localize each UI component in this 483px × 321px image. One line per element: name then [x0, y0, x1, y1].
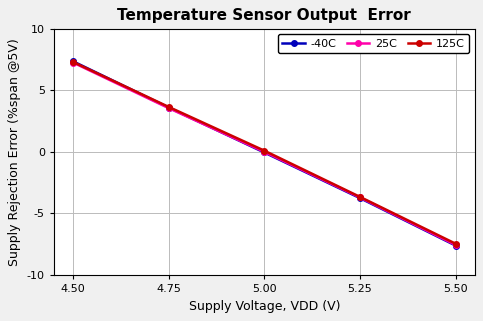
125C [261, 149, 267, 152]
Legend: -40C, 25C, 125C: -40C, 25C, 125C [278, 34, 469, 53]
125C [166, 105, 171, 109]
25C [166, 106, 171, 110]
25C [357, 195, 363, 199]
25C [70, 61, 76, 65]
Line: -40C: -40C [70, 58, 458, 248]
125C [357, 195, 363, 199]
Line: 125C: 125C [70, 59, 458, 247]
25C [261, 150, 267, 154]
X-axis label: Supply Voltage, VDD (V): Supply Voltage, VDD (V) [188, 300, 340, 313]
-40C [70, 59, 76, 63]
-40C [166, 106, 171, 109]
Y-axis label: Supply Rejection Error (%span @5V): Supply Rejection Error (%span @5V) [8, 38, 21, 266]
-40C [357, 196, 363, 200]
25C [453, 243, 458, 247]
-40C [453, 244, 458, 247]
125C [70, 60, 76, 64]
Line: 25C: 25C [70, 60, 458, 248]
125C [453, 242, 458, 246]
Title: Temperature Sensor Output  Error: Temperature Sensor Output Error [117, 8, 411, 23]
-40C [261, 151, 267, 154]
